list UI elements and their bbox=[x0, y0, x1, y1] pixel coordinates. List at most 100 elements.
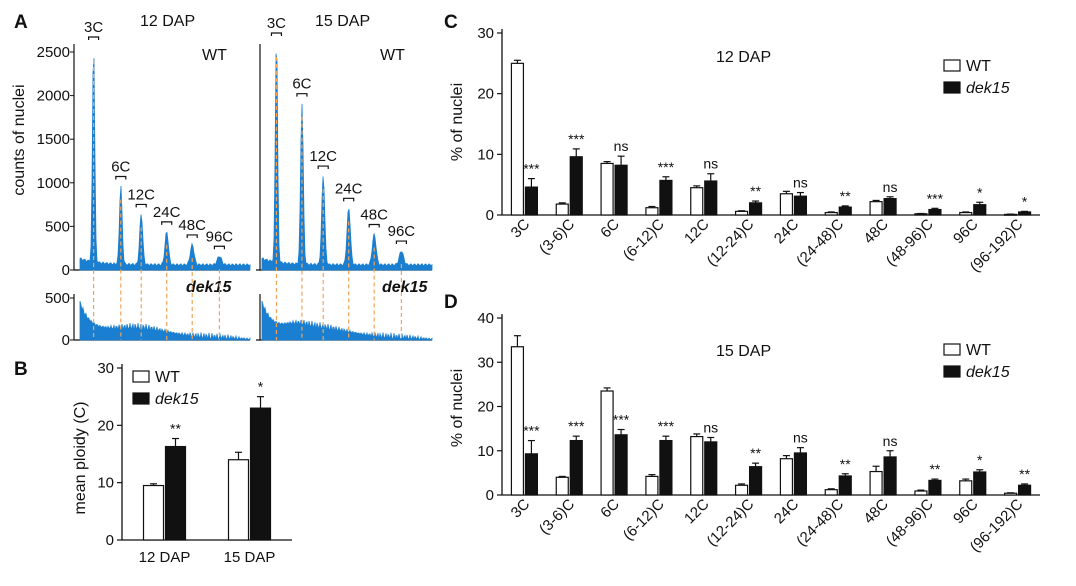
bar-wt bbox=[645, 207, 659, 216]
panel-a-bottom-ytick-label: 500 bbox=[45, 290, 70, 307]
panel-a-peak-label: 6C bbox=[111, 159, 130, 176]
bar-dek15 bbox=[249, 407, 272, 541]
ytick-label: 10 bbox=[477, 443, 494, 460]
panel-a-peak-bracket bbox=[395, 240, 407, 245]
panel-a-peak-label: 3C bbox=[84, 19, 103, 36]
panel-a-peak-bracket bbox=[270, 32, 283, 36]
panel-a-dek15-histogram bbox=[79, 300, 251, 342]
bar-dek15 bbox=[569, 156, 583, 216]
category-label: 6C bbox=[597, 216, 623, 242]
category-label: 12C bbox=[681, 216, 713, 248]
ytick-label: 0 bbox=[486, 207, 494, 224]
bar-dek15 bbox=[524, 186, 539, 216]
panel-a-ylabel: counts of nuclei bbox=[11, 84, 28, 195]
significance-label: ** bbox=[170, 421, 181, 437]
bar-dek15 bbox=[973, 471, 987, 496]
panel-d: D % of nuclei 15 DAP 010203040***3C***(3… bbox=[444, 292, 1040, 556]
legend-swatch-wt bbox=[132, 370, 150, 383]
bar-dek15 bbox=[569, 439, 583, 496]
bar-wt bbox=[959, 480, 973, 496]
panel-a-peak-label: 48C bbox=[360, 206, 388, 223]
bar-dek15 bbox=[793, 195, 808, 216]
category-label: (24-48)C bbox=[793, 496, 847, 550]
category-label: (3-6)C bbox=[536, 496, 578, 538]
legend-swatch-wt bbox=[943, 343, 961, 356]
ytick-label: 30 bbox=[97, 360, 114, 377]
legend-label-wt: WT bbox=[155, 369, 180, 386]
ytick-label: 20 bbox=[477, 86, 494, 103]
panel-d-ylabel: % of nuclei bbox=[449, 369, 466, 447]
panel-a-wt-histogram bbox=[79, 58, 251, 271]
bar-dek15 bbox=[659, 439, 673, 496]
bar-wt bbox=[142, 484, 165, 541]
ytick-label: 0 bbox=[106, 532, 114, 549]
bar-wt bbox=[869, 201, 883, 216]
bar-dek15 bbox=[748, 466, 763, 496]
category-label: 48C bbox=[860, 496, 892, 528]
ytick-label: 40 bbox=[477, 310, 494, 327]
bar-dek15 bbox=[164, 445, 187, 541]
category-label: (12-24)C bbox=[704, 496, 758, 550]
bar-wt bbox=[824, 211, 838, 216]
bar-dek15 bbox=[1017, 211, 1032, 216]
category-label: 24C bbox=[771, 216, 803, 248]
legend-label-wt: WT bbox=[966, 342, 991, 359]
panel-c-title: 12 DAP bbox=[716, 49, 771, 66]
significance-label: * bbox=[258, 379, 264, 395]
panel-b: B mean ploidy (C) 0 10 20 30 ** 12 DAP * 15 DAP… bbox=[14, 359, 292, 566]
panel-a-right-title: 15 DAP bbox=[315, 13, 370, 30]
significance-label: *** bbox=[613, 412, 630, 428]
bar-wt bbox=[779, 458, 794, 496]
category-label: (6-12)C bbox=[620, 216, 668, 264]
ytick-label: 20 bbox=[97, 417, 114, 434]
significance-label: *** bbox=[927, 190, 944, 206]
bar-wt bbox=[734, 484, 749, 496]
panel-a: A counts of nuclei 12 DAP 15 DAP WT WT d… bbox=[11, 12, 433, 349]
category-label: 48C bbox=[860, 216, 892, 248]
category-label: (3-6)C bbox=[536, 216, 578, 258]
panel-a-right-genotype-bottom: dek15 bbox=[382, 279, 428, 296]
ytick-label: 10 bbox=[97, 475, 114, 492]
bar-wt bbox=[510, 62, 525, 216]
category-label: 24C bbox=[771, 496, 803, 528]
bar-dek15 bbox=[973, 204, 987, 216]
bar-wt bbox=[555, 203, 569, 216]
bar-wt bbox=[959, 211, 973, 216]
significance-label: ** bbox=[840, 456, 851, 472]
panel-a-label: A bbox=[14, 12, 28, 33]
significance-label: *** bbox=[568, 418, 585, 434]
bar-wt bbox=[600, 162, 614, 216]
panel-a-peak-label: 96C bbox=[206, 228, 234, 245]
bar-dek15 bbox=[748, 202, 763, 216]
ytick-label: 20 bbox=[477, 399, 494, 416]
bar-dek15 bbox=[928, 479, 942, 496]
panel-a-peak-bracket bbox=[368, 223, 380, 228]
panel-a-peak-bracket bbox=[186, 234, 198, 238]
category-label: 12 DAP bbox=[139, 549, 191, 566]
panel-a-peak-bracket bbox=[296, 93, 308, 97]
bar-dek15 bbox=[704, 180, 718, 216]
legend-swatch-dek15 bbox=[132, 392, 150, 405]
significance-label: *** bbox=[523, 161, 540, 177]
bar-wt bbox=[600, 390, 614, 496]
panel-a-peak-label: 12C bbox=[127, 186, 155, 203]
legend-label-dek15: dek15 bbox=[966, 364, 1010, 381]
category-label: (48-96)C bbox=[883, 496, 937, 550]
bar-dek15 bbox=[838, 206, 852, 216]
significance-label: ns bbox=[793, 175, 808, 191]
bar-dek15 bbox=[793, 452, 808, 496]
bar-dek15 bbox=[883, 456, 897, 496]
panel-a-peak-label: 48C bbox=[178, 217, 206, 234]
legend-label-dek15: dek15 bbox=[155, 391, 199, 408]
ytick-label: 30 bbox=[477, 25, 494, 42]
legend-swatch-wt bbox=[943, 59, 961, 72]
bar-dek15 bbox=[883, 198, 897, 216]
bar-wt bbox=[869, 470, 883, 496]
bar-wt bbox=[734, 210, 749, 216]
panel-d-title: 15 DAP bbox=[716, 343, 771, 360]
panel-a-peak-bracket bbox=[317, 165, 329, 170]
significance-label: ** bbox=[929, 461, 940, 477]
category-label: 12C bbox=[681, 496, 713, 528]
panel-a-bottom-ytick-label: 0 bbox=[62, 332, 70, 349]
